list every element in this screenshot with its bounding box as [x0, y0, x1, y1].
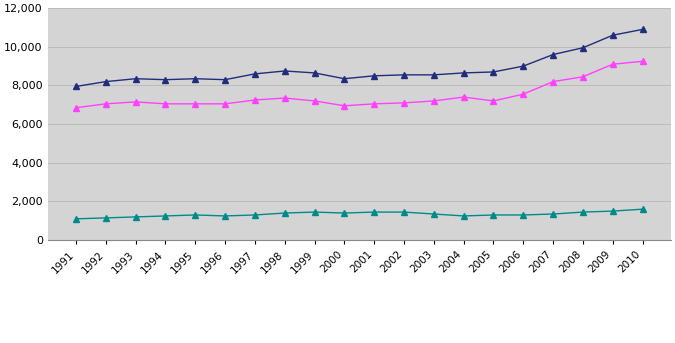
Line: GRADUATE: GRADUATE — [73, 206, 645, 222]
TOTAL — [400, 73, 408, 77]
Line: UNDERGRADUATE: UNDERGRADUATE — [73, 59, 645, 110]
TOTAL — [519, 64, 527, 68]
TOTAL — [132, 76, 140, 81]
UNDERGRADUATE — [102, 102, 110, 106]
TOTAL — [191, 76, 199, 81]
UNDERGRADUATE — [549, 80, 557, 84]
GRADUATE — [132, 215, 140, 219]
UNDERGRADUATE — [340, 104, 348, 108]
TOTAL — [221, 78, 229, 82]
GRADUATE — [549, 212, 557, 216]
GRADUATE — [519, 213, 527, 217]
TOTAL — [549, 52, 557, 57]
GRADUATE — [72, 217, 80, 221]
TOTAL — [72, 84, 80, 88]
TOTAL — [310, 71, 319, 75]
GRADUATE — [579, 210, 587, 214]
GRADUATE — [400, 210, 408, 214]
GRADUATE — [430, 212, 438, 216]
UNDERGRADUATE — [281, 96, 289, 100]
UNDERGRADUATE — [370, 102, 378, 106]
TOTAL — [579, 46, 587, 50]
UNDERGRADUATE — [430, 99, 438, 103]
UNDERGRADUATE — [221, 102, 229, 106]
UNDERGRADUATE — [579, 75, 587, 79]
UNDERGRADUATE — [400, 101, 408, 105]
UNDERGRADUATE — [72, 106, 80, 110]
TOTAL — [639, 27, 647, 32]
TOTAL — [460, 71, 468, 75]
GRADUATE — [370, 210, 378, 214]
GRADUATE — [221, 214, 229, 218]
UNDERGRADUATE — [251, 98, 259, 102]
UNDERGRADUATE — [132, 100, 140, 104]
GRADUATE — [460, 214, 468, 218]
UNDERGRADUATE — [519, 92, 527, 96]
UNDERGRADUATE — [191, 102, 199, 106]
UNDERGRADUATE — [310, 99, 319, 103]
GRADUATE — [281, 211, 289, 215]
Line: TOTAL: TOTAL — [73, 27, 645, 89]
UNDERGRADUATE — [639, 59, 647, 63]
GRADUATE — [639, 207, 647, 211]
TOTAL — [251, 72, 259, 76]
GRADUATE — [191, 213, 199, 217]
GRADUATE — [489, 213, 497, 217]
GRADUATE — [161, 214, 169, 218]
UNDERGRADUATE — [489, 99, 497, 103]
TOTAL — [609, 33, 617, 37]
TOTAL — [370, 74, 378, 78]
TOTAL — [489, 70, 497, 74]
GRADUATE — [340, 211, 348, 215]
UNDERGRADUATE — [460, 95, 468, 99]
TOTAL — [281, 69, 289, 73]
GRADUATE — [251, 213, 259, 217]
TOTAL — [161, 78, 169, 82]
TOTAL — [102, 80, 110, 84]
UNDERGRADUATE — [609, 62, 617, 66]
TOTAL — [430, 73, 438, 77]
GRADUATE — [310, 210, 319, 214]
UNDERGRADUATE — [161, 102, 169, 106]
TOTAL — [340, 76, 348, 81]
GRADUATE — [609, 209, 617, 213]
GRADUATE — [102, 216, 110, 220]
